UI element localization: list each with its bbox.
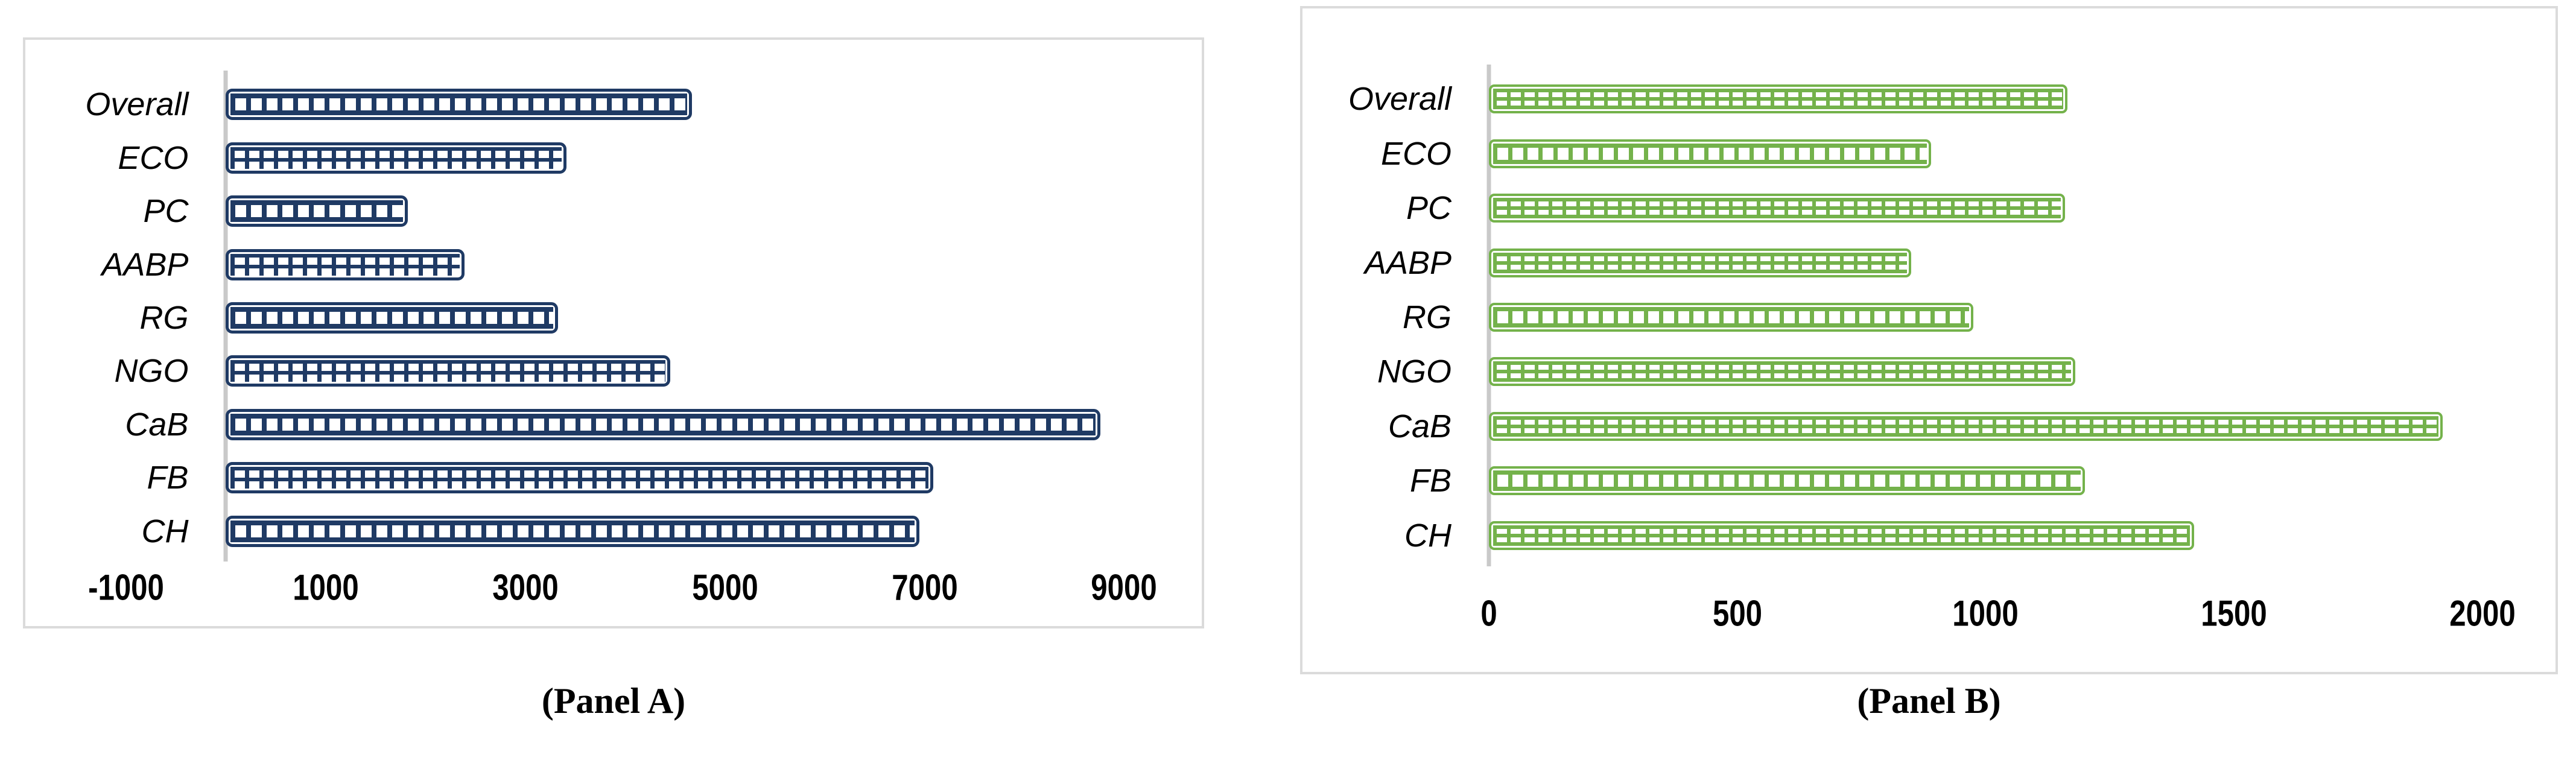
bar-ECO xyxy=(1489,139,1931,168)
x-tick-label: 1000 xyxy=(293,567,359,608)
x-tick-label: 9000 xyxy=(1091,567,1158,608)
bar-ECO xyxy=(226,142,566,174)
x-tick-label: 500 xyxy=(1712,593,1762,634)
category-label: NGO xyxy=(1377,353,1451,390)
bar-AABP xyxy=(1489,248,1911,277)
x-tick-label: 3000 xyxy=(492,567,559,608)
bar-hatch-fill xyxy=(1493,525,2191,546)
category-label: ECO xyxy=(118,139,189,176)
bar-hatch-fill xyxy=(230,147,562,169)
bar-row: CH xyxy=(126,505,1192,558)
bar-row: RG xyxy=(126,291,1192,344)
category-label: PC xyxy=(143,193,189,230)
bar-row: ECO xyxy=(1381,126,2527,180)
x-tick-label: -1000 xyxy=(88,567,164,608)
bar-row: AABP xyxy=(101,238,1192,291)
plot-area-b: Overall ECO PC AABP RG NGO CaB FB CH xyxy=(1348,65,2527,566)
category-label: CH xyxy=(141,513,189,549)
bar-row: NGO xyxy=(1377,344,2527,399)
bar-hatch-fill xyxy=(1493,416,2438,437)
bar-row: RG xyxy=(1403,290,2527,344)
bar-CH xyxy=(1489,521,2195,550)
category-label: Overall xyxy=(85,86,189,123)
panel-a-caption: (Panel A) xyxy=(541,681,686,721)
bar-rows: Overall ECO PC AABP RG NGO CaB FB CH xyxy=(85,78,1192,558)
bar-hatch-fill xyxy=(230,360,665,382)
category-label: FB xyxy=(147,460,189,496)
bar-NGO xyxy=(226,355,670,387)
x-tick-label: 2000 xyxy=(2449,593,2516,634)
bar-hatch-fill xyxy=(230,413,1096,435)
x-axis-a: -1000 1000 3000 5000 7000 9000 xyxy=(88,558,1192,617)
bar-Overall xyxy=(1489,84,2068,114)
bar-row: CH xyxy=(1404,508,2527,563)
x-tick-label: 1500 xyxy=(2201,593,2267,634)
bar-hatch-fill xyxy=(1493,361,2071,382)
x-tick-label: 5000 xyxy=(691,567,758,608)
x-tick-label: 0 xyxy=(1480,593,1497,634)
category-label: ECO xyxy=(1380,135,1451,172)
bar-row: ECO xyxy=(118,131,1192,184)
bar-RG xyxy=(226,302,559,334)
panel-b-caption: (Panel B) xyxy=(1857,681,2001,721)
x-tick-label: 1000 xyxy=(1952,593,2019,634)
plot-area-a: Overall ECO PC AABP RG NGO CaB FB CH xyxy=(85,71,1192,562)
category-label: FB xyxy=(1409,463,1451,499)
bar-hatch-fill xyxy=(1493,198,2061,219)
bar-row: CaB xyxy=(1388,399,2527,454)
x-axis-b: 0 500 1000 1500 2000 xyxy=(1480,584,2527,642)
category-label: AABP xyxy=(101,246,189,283)
bar-hatch-fill xyxy=(230,253,460,276)
bar-row: AABP xyxy=(1365,235,2527,290)
bar-rows: Overall ECO PC AABP RG NGO CaB FB CH xyxy=(1348,72,2527,563)
category-label: Overall xyxy=(1348,81,1451,118)
bar-row: PC xyxy=(126,185,1192,238)
bar-hatch-fill xyxy=(1493,306,1969,328)
category-label: RG xyxy=(139,299,189,336)
bar-row: FB xyxy=(126,451,1192,504)
bar-row: Overall xyxy=(85,78,1192,131)
bar-FB xyxy=(1489,466,2086,496)
bar-AABP xyxy=(226,248,465,280)
bar-NGO xyxy=(1489,357,2075,387)
bar-RG xyxy=(1489,302,1973,332)
bar-PC xyxy=(1489,194,2066,223)
bar-Overall xyxy=(226,89,693,121)
bar-hatch-fill xyxy=(1493,143,1927,164)
bar-hatch-fill xyxy=(1493,89,2064,110)
bar-row: PC xyxy=(1406,181,2527,235)
bar-row: NGO xyxy=(114,344,1192,397)
bar-CaB xyxy=(226,408,1100,440)
bar-hatch-fill xyxy=(1493,470,2081,492)
bar-CaB xyxy=(1489,411,2443,441)
x-tick-label: 7000 xyxy=(891,567,958,608)
category-label: CaB xyxy=(1388,408,1451,445)
bar-hatch-fill xyxy=(230,93,688,116)
panel-a: Overall ECO PC AABP RG NGO CaB FB CH -1000 1000 30… xyxy=(23,37,1204,628)
category-label: PC xyxy=(1406,190,1451,227)
bar-hatch-fill xyxy=(1493,252,1907,273)
bar-hatch-fill xyxy=(230,520,915,542)
bar-row: Overall xyxy=(1348,72,2527,126)
category-label: AABP xyxy=(1364,244,1451,281)
bar-FB xyxy=(226,462,934,494)
category-label: NGO xyxy=(114,353,189,390)
bar-hatch-fill xyxy=(230,467,929,489)
bar-row: FB xyxy=(1410,454,2527,508)
bar-row: CaB xyxy=(125,398,1192,451)
panel-b: Overall ECO PC AABP RG NGO CaB FB CH 0 500 1000 150… xyxy=(1300,6,2558,674)
category-label: RG xyxy=(1403,299,1451,335)
bar-PC xyxy=(226,195,408,227)
bar-hatch-fill xyxy=(230,200,403,223)
category-label: CaB xyxy=(125,406,189,443)
category-label: CH xyxy=(1404,517,1451,554)
bar-hatch-fill xyxy=(230,306,554,329)
bar-CH xyxy=(226,515,920,547)
